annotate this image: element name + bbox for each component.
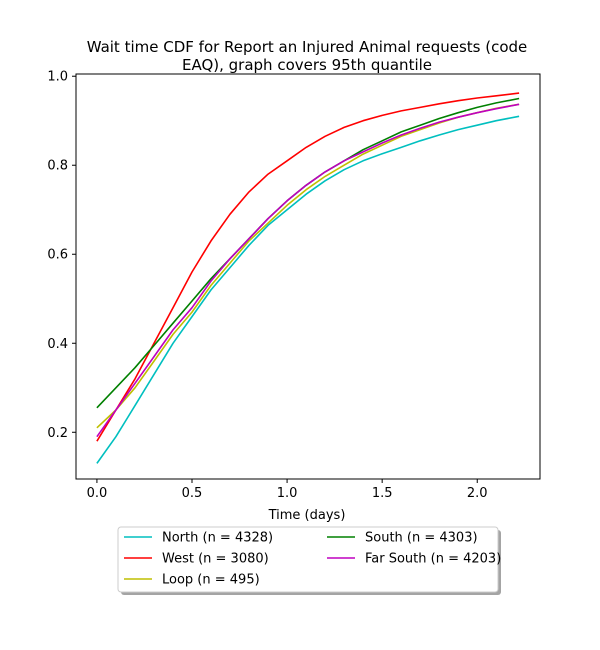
series-line-north-n-4328 xyxy=(96,115,520,464)
legend-entries: North (n = 4328) West (n = 3080) Loop (n =… xyxy=(124,531,501,588)
x-tick-label: 0.0 xyxy=(87,486,108,501)
legend-box xyxy=(117,526,499,593)
y-tick-label: 0.2 xyxy=(47,426,68,441)
legend-label: North (n = 4328) xyxy=(162,531,273,546)
y-tick-label: 1.0 xyxy=(47,70,68,85)
legend-label: Loop (n = 495) xyxy=(162,573,260,588)
y-tick-label: 0.6 xyxy=(47,248,68,263)
series-line-loop-n-495 xyxy=(96,103,520,429)
legend-label: Far South (n = 4203) xyxy=(365,552,501,567)
legend-label: South (n = 4303) xyxy=(365,531,478,546)
series-line-far-south-n-4203 xyxy=(96,103,520,438)
x-tick-label: 2.0 xyxy=(467,486,488,501)
y-tick-label: 0.8 xyxy=(47,159,68,174)
legend: North (n = 4328) West (n = 3080) Loop (n =… xyxy=(117,526,501,595)
series-line-south-n-4303 xyxy=(96,97,520,409)
plot-frame xyxy=(75,73,541,480)
x-axis-label: Time (days) xyxy=(268,508,346,523)
series-line-west-n-3080 xyxy=(96,92,520,442)
y-axis: 0.2 0.4 0.6 0.8 1.0 xyxy=(47,70,76,441)
y-tick-label: 0.4 xyxy=(47,337,68,352)
x-tick-label: 1.5 xyxy=(372,486,393,501)
legend-label: West (n = 3080) xyxy=(162,552,269,567)
series-layer xyxy=(96,92,520,464)
x-tick-label: 0.5 xyxy=(182,486,203,501)
chart-title-line-1: Wait time CDF for Report an Injured Anim… xyxy=(87,38,528,56)
chart-title-line-2: EAQ), graph covers 95th quantile xyxy=(182,56,432,74)
x-axis: 0.0 0.5 1.0 1.5 2.0 xyxy=(87,479,488,501)
x-tick-label: 1.0 xyxy=(277,486,298,501)
